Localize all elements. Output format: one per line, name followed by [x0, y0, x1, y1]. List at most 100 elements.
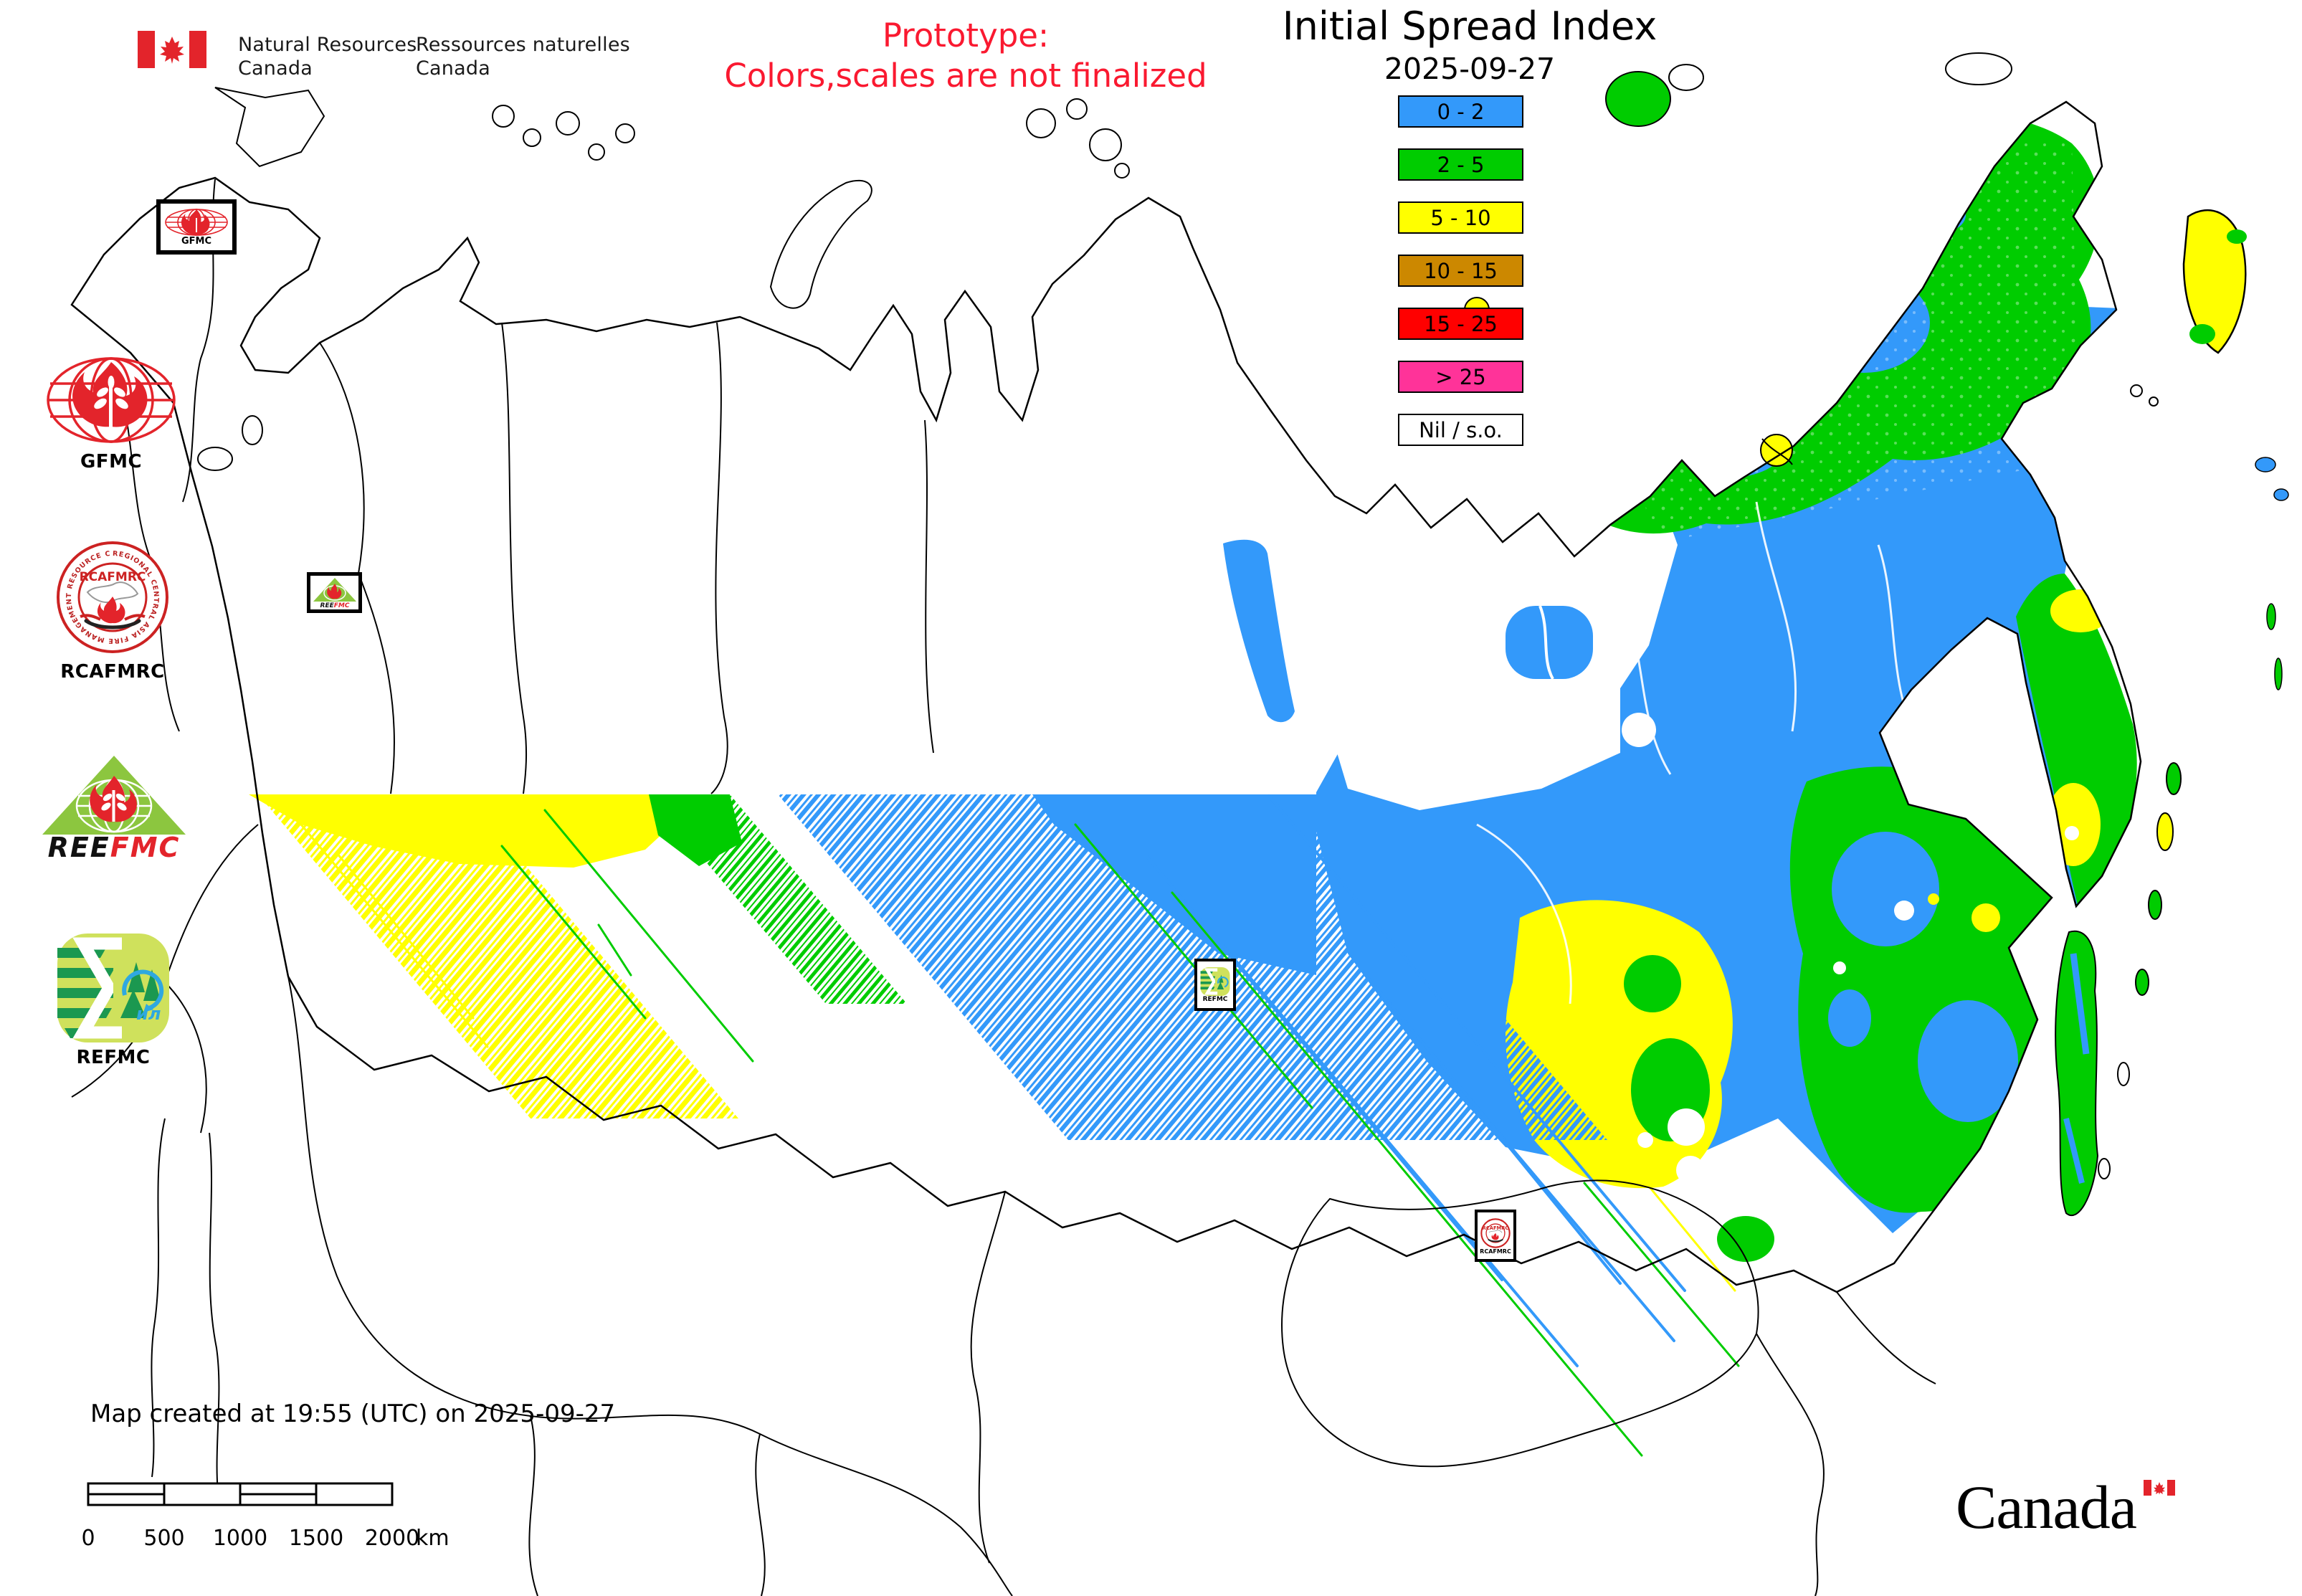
- legend-label: 5 - 10: [1430, 205, 1491, 230]
- green-patch: [1624, 955, 1681, 1012]
- nrcan-name-fr: Ressources naturelles Canada: [416, 33, 630, 80]
- yellow-mass: [1506, 900, 1733, 1189]
- scale-tick-0: 0: [81, 1526, 95, 1551]
- svg-text:REEFMC: REEFMC: [320, 602, 349, 609]
- lake-hole: [1833, 961, 1846, 974]
- marker-refmc: REFMC: [1194, 959, 1236, 1011]
- lake-hole: [1668, 1108, 1705, 1146]
- wordmark-flag-icon: [2144, 1480, 2175, 1496]
- reefmc-marker-black: REE: [320, 602, 334, 609]
- streak-band: [249, 794, 1740, 1457]
- nrcan-en-line1: Natural Resources: [238, 34, 417, 56]
- refmc-marker-icon: [1200, 967, 1230, 996]
- legend-label: > 25: [1435, 364, 1486, 389]
- lake-hole: [1622, 713, 1656, 747]
- reefmc-wordmark-black: REE: [48, 832, 110, 862]
- yellow-spot: [2046, 783, 2101, 866]
- prototype-line2: Colors,scales are not finalized: [724, 57, 1207, 95]
- rcafmrc-logo-icon: REGIONAL CENTRAL ASIA FIRE MANAGEMENT RE…: [49, 531, 168, 653]
- blue-crescent: [1223, 539, 1295, 723]
- colored-islands: [1464, 64, 2289, 1217]
- rcafmrc-inner-wordmark: RCAFMRC: [80, 570, 146, 584]
- blue-patch: [1832, 832, 1939, 946]
- refmc-label: REFMC: [76, 1047, 151, 1068]
- rcafmrc-label: RCAFMRC: [60, 661, 165, 683]
- canada-wordmark: Canada: [1956, 1471, 2175, 1543]
- refmc-marker-caption: REFMC: [1202, 996, 1228, 1003]
- marker-rcafmrc: RCAFMRC RCAFMRC: [1475, 1210, 1516, 1262]
- blue-streaks: [1146, 794, 1686, 1367]
- green-streaks: [500, 809, 1740, 1457]
- logo-gfmc: GFMC: [43, 355, 179, 472]
- scale-tick-2000: 2000: [365, 1526, 419, 1551]
- legend-label: 2 - 5: [1437, 152, 1485, 177]
- nrcan-fr-line1: Ressources naturelles: [416, 34, 630, 56]
- scale-tick-500: 500: [143, 1526, 184, 1551]
- lake-hole: [1676, 1156, 1705, 1184]
- legend-item-15-25: 15 - 25: [1398, 308, 1523, 340]
- reefmc-logo-icon: REEFMC: [42, 756, 186, 863]
- scale-unit: km: [416, 1526, 450, 1551]
- scale-tick-1000: 1000: [213, 1526, 267, 1551]
- green-mass-fareast: [1789, 766, 2058, 1213]
- gfmc-label: GFMC: [80, 451, 143, 472]
- created-timestamp: Map created at 19:55 (UTC) on 2025-09-27: [90, 1400, 616, 1428]
- lake-hole: [2065, 826, 2079, 840]
- arctic-islands: [197, 52, 2012, 471]
- legend-item-10-15: 10 - 15: [1398, 255, 1523, 287]
- legend-label: 0 - 2: [1437, 99, 1485, 124]
- scale-tick-1500: 1500: [289, 1526, 343, 1551]
- blue-patch: [1828, 989, 1871, 1047]
- logo-reefmc: REEFMC: [38, 754, 190, 865]
- yellow-spot: [1928, 893, 1939, 905]
- blue-blob: [1506, 606, 1593, 679]
- legend-item-gt-25: > 25: [1398, 361, 1523, 393]
- legend-item-5-10: 5 - 10: [1398, 201, 1523, 234]
- refmc-logo-icon: ил: [57, 934, 169, 1042]
- green-border-blob: [1717, 1216, 1774, 1262]
- legend-label: 10 - 15: [1424, 258, 1498, 283]
- map-date: 2025-09-27: [1384, 52, 1556, 86]
- internal-borders: [71, 179, 1936, 1596]
- legend-label: Nil / s.o.: [1419, 417, 1503, 442]
- nrcan-en-line2: Canada: [238, 57, 313, 80]
- page-title: Initial Spread Index: [1282, 4, 1657, 49]
- nrcan-fr-line2: Canada: [416, 57, 490, 80]
- rcafmrc-marker-inner: RCAFMRC: [1483, 1225, 1509, 1231]
- reefmc-marker-icon: REEFMC: [313, 577, 356, 609]
- reefmc-wordmark-red: FMC: [110, 832, 181, 862]
- yellow-spot: [1972, 903, 2000, 932]
- legend-label: 15 - 25: [1424, 311, 1498, 336]
- marker-reefmc: REEFMC: [307, 572, 362, 613]
- gfmc-marker-caption: GFMC: [181, 236, 212, 247]
- river-line: [1538, 605, 1554, 680]
- lake-hole: [1894, 901, 1914, 921]
- prototype-warning: Prototype: Colors,scales are not finaliz…: [643, 16, 1288, 96]
- rcafmrc-marker-icon: RCAFMRC: [1480, 1217, 1511, 1248]
- gfmc-marker-icon: [165, 209, 228, 236]
- river-lines: [1476, 501, 1923, 1004]
- refmc-inner-text: ил: [136, 1004, 161, 1024]
- legend: 0 - 2 2 - 5 5 - 10 10 - 15 15 - 25 > 25 …: [1398, 95, 1523, 446]
- legend-item-nil: Nil / s.o.: [1398, 414, 1523, 446]
- legend-item-0-2: 0 - 2: [1398, 95, 1523, 128]
- reefmc-marker-red: FMC: [333, 602, 349, 609]
- canada-wordmark-text: Canada: [1956, 1473, 2137, 1542]
- logo-rcafmrc: REGIONAL CENTRAL ASIA FIRE MANAGEMENT RE…: [49, 531, 173, 683]
- lake-hole: [1637, 1132, 1653, 1148]
- kamchatka-green: [2016, 574, 2137, 905]
- scale-bar: 0 500 1000 1500 2000 km: [81, 1482, 450, 1551]
- svg-text:REEFMC: REEFMC: [48, 832, 181, 862]
- nrcan-name-en: Natural Resources Canada: [238, 33, 417, 80]
- gfmc-logo-icon: [47, 357, 176, 443]
- nrcan-signature: [138, 31, 206, 71]
- rcafmrc-marker-caption: RCAFMRC: [1480, 1248, 1511, 1255]
- yellow-streaks: [300, 823, 1736, 1292]
- blue-patch: [1918, 1000, 2018, 1122]
- logo-refmc: ил REFMC: [56, 932, 171, 1068]
- canada-flag-icon: [138, 31, 206, 68]
- legend-item-2-5: 2 - 5: [1398, 148, 1523, 181]
- prototype-line1: Prototype:: [882, 16, 1050, 54]
